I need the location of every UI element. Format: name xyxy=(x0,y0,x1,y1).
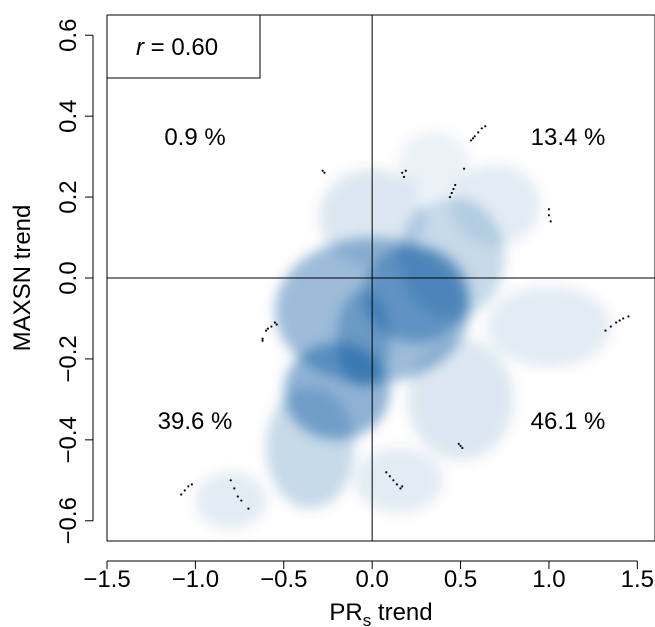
scatter-point xyxy=(266,327,269,330)
scatter-point xyxy=(627,315,630,318)
x-tick-label: −1.0 xyxy=(172,566,219,593)
density-region xyxy=(451,164,541,246)
scatter-point xyxy=(385,471,388,474)
y-axis-label: MAXSN trend xyxy=(9,205,36,352)
correlation-label: r = 0.60 xyxy=(136,34,218,61)
scatter-point xyxy=(229,479,232,482)
scatter-point xyxy=(395,483,399,486)
scatter-point xyxy=(273,321,277,324)
x-axis: −1.5 −1.0 −0.5 0.0 0.5 1.0 1.5 xyxy=(83,560,654,593)
x-tick-label: 0.5 xyxy=(444,566,477,593)
scatter-point xyxy=(618,319,621,322)
scatter-point xyxy=(459,444,462,448)
density-region xyxy=(354,447,443,513)
scatter-point xyxy=(473,135,476,138)
plot-frame xyxy=(106,14,655,542)
scatter-point xyxy=(275,323,278,326)
y-tick-label: 0.6 xyxy=(55,19,82,52)
y-tick-label: 0.0 xyxy=(55,261,82,294)
x-tick-label: 1.5 xyxy=(621,566,654,593)
x-tick-label: 1.0 xyxy=(532,566,565,593)
scatter-point xyxy=(261,337,264,340)
scatter-point xyxy=(240,499,243,502)
scatter-point xyxy=(236,495,239,498)
scatter-point xyxy=(233,487,236,490)
y-tick-label: 0.2 xyxy=(55,180,82,213)
scatter-point xyxy=(401,485,404,488)
quadrant-bottom-left-label: 39.6 % xyxy=(158,408,233,435)
scatter-point xyxy=(323,171,326,174)
scatter-point xyxy=(270,325,273,328)
scatter-point xyxy=(609,325,612,328)
scatter-point xyxy=(261,339,264,342)
scatter-point xyxy=(448,195,452,199)
scatter-point xyxy=(457,442,460,445)
scatter-point xyxy=(180,493,183,496)
x-axis-label-suffix: trend xyxy=(371,599,432,626)
scatter-point xyxy=(461,446,464,450)
scatter-point xyxy=(480,127,483,130)
scatter-point xyxy=(484,125,487,128)
scatter-point xyxy=(547,208,551,211)
density-region xyxy=(195,472,267,529)
scatter-point xyxy=(454,183,457,187)
correlation-symbol: r xyxy=(136,34,145,61)
density-layer xyxy=(195,132,611,529)
scatter-point xyxy=(470,139,473,142)
scatter-point xyxy=(399,487,402,490)
scatter-point xyxy=(401,171,404,174)
scatter-point xyxy=(549,220,552,223)
scatter-point xyxy=(477,131,480,134)
quadrant-top-right-label: 13.4 % xyxy=(531,124,606,151)
scatter-point xyxy=(471,137,475,140)
x-tick-label: −1.5 xyxy=(83,566,130,593)
density-region xyxy=(487,286,611,368)
y-tick-label: −0.2 xyxy=(55,335,82,382)
scatter-point xyxy=(187,485,190,488)
correlation-box-frame xyxy=(106,14,261,79)
scatter-point xyxy=(388,475,391,478)
x-axis-label-main: PR xyxy=(329,599,362,626)
scatter-points xyxy=(180,125,630,510)
scatter-point xyxy=(604,329,607,332)
scatter-point xyxy=(402,175,406,178)
quadrant-bottom-right-label: 46.1 % xyxy=(531,408,606,435)
scatter-point xyxy=(452,187,455,191)
density-region xyxy=(266,387,355,509)
scatter-point xyxy=(450,191,453,195)
x-tick-label: 0.0 xyxy=(355,566,388,593)
scatter-point xyxy=(547,214,551,217)
correlation-value: = 0.60 xyxy=(144,34,218,61)
x-axis-label: PRs trend xyxy=(329,599,432,627)
scatter-point xyxy=(264,329,268,332)
density-region xyxy=(398,132,470,198)
scatter-point xyxy=(622,317,625,320)
scatter-point xyxy=(247,507,250,510)
quadrant-top-left-label: 0.9 % xyxy=(164,124,225,151)
y-tick-label: −0.6 xyxy=(55,497,82,544)
scatter-point xyxy=(190,483,193,486)
scatter-point xyxy=(462,167,466,170)
correlation-box: r = 0.60 xyxy=(106,14,261,79)
y-tick-label: 0.4 xyxy=(55,99,82,132)
density-region xyxy=(407,338,514,461)
x-tick-label: −0.5 xyxy=(260,566,307,593)
scatter-point xyxy=(404,169,407,172)
scatter-point xyxy=(615,321,618,324)
scatter-point xyxy=(321,169,324,172)
y-axis: −0.6 −0.4 −0.2 0.0 0.2 0.4 0.6 xyxy=(55,19,94,544)
y-tick-label: −0.4 xyxy=(55,416,82,463)
scatter-point xyxy=(183,489,186,492)
x-axis-label-subscript: s xyxy=(363,611,372,627)
scatter-point xyxy=(392,479,395,482)
